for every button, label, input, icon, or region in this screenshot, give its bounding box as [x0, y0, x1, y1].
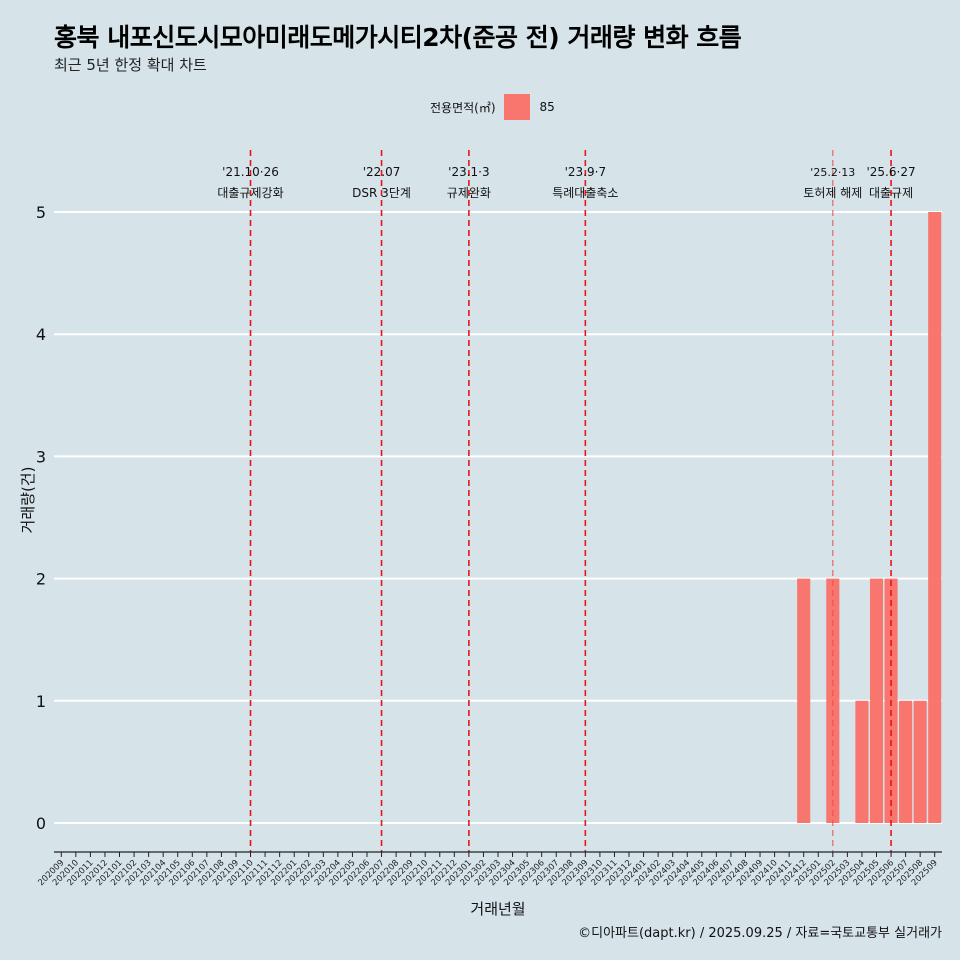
- legend-item-label: 85: [539, 100, 555, 114]
- annotation-label: DSR 3단계: [352, 186, 411, 200]
- annotation-label: 대출규제강화: [217, 186, 283, 200]
- legend-swatch: [503, 94, 530, 120]
- legend: 전용면적(㎡) 85: [430, 94, 555, 120]
- annotation-date: '21.10·26: [222, 165, 279, 179]
- y-tick-label: 5: [36, 203, 46, 222]
- annotation-label: 대출규제: [869, 186, 913, 200]
- bar: [928, 212, 942, 823]
- annotation-label: 특례대출축소: [552, 186, 618, 200]
- chart-subtitle: 최근 5년 한정 확대 차트: [54, 56, 207, 74]
- y-axis-title: 거래량(건): [19, 467, 37, 534]
- bar: [797, 578, 811, 823]
- chart-title: 홍북 내포신도시모아미래도메가시티2차(준공 전) 거래량 변화 흐름: [54, 23, 742, 52]
- annotation-date: '25.6·27: [866, 165, 915, 179]
- source-caption: ©디아파트(dapt.kr) / 2025.09.25 / 자료=국토교통부 실…: [578, 926, 942, 941]
- y-tick-label: 1: [36, 692, 46, 711]
- annotation-label: 규제완화: [447, 186, 491, 200]
- y-tick-label: 3: [36, 447, 46, 466]
- bar: [913, 700, 927, 823]
- y-tick-label: 0: [36, 814, 46, 833]
- annotation-date: '22.07: [363, 165, 401, 179]
- bar: [855, 700, 869, 823]
- annotation-date: '23.9·7: [565, 165, 606, 179]
- y-tick-label: 4: [36, 325, 46, 344]
- legend-title: 전용면적(㎡): [430, 100, 496, 115]
- annotation-date: '25.2·13: [810, 166, 855, 179]
- x-axis-title: 거래년월: [470, 900, 525, 918]
- bar: [869, 578, 884, 823]
- annotation-label: 토허제 해제: [803, 186, 862, 200]
- bar: [899, 700, 913, 823]
- y-tick-label: 2: [36, 570, 46, 589]
- annotation-date: '23.1·3: [448, 165, 489, 179]
